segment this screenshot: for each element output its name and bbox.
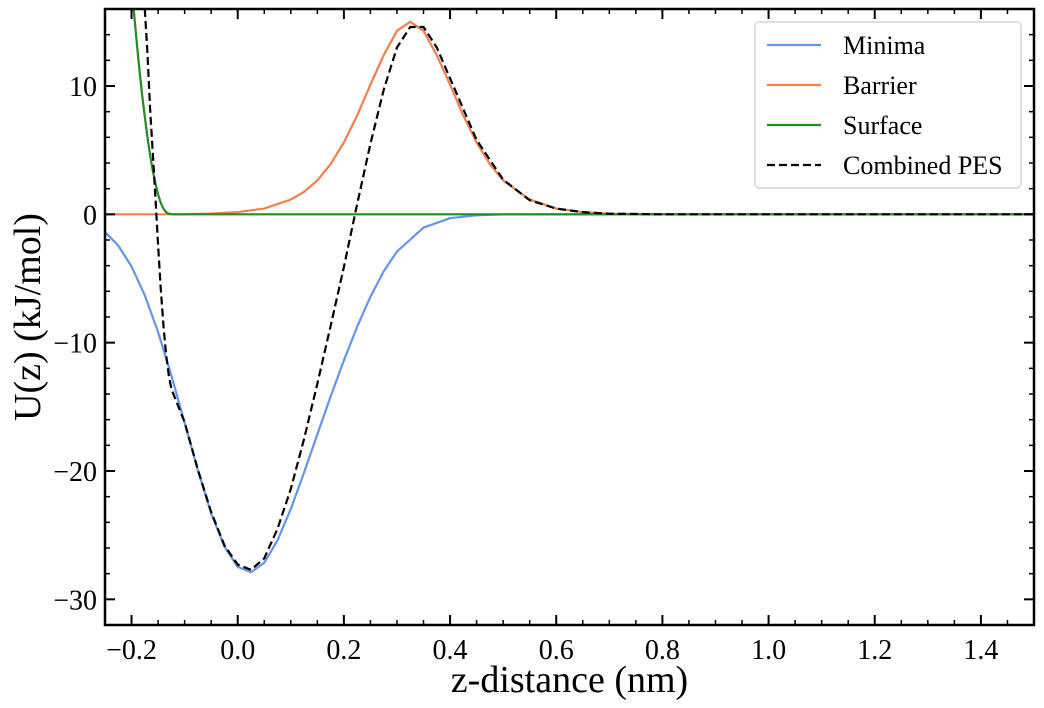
x-tick-label: 0.2	[326, 635, 361, 666]
x-axis-label: z-distance (nm)	[451, 659, 688, 701]
y-tick-label: −10	[53, 329, 97, 360]
series-line-combined-pes	[143, 9, 1034, 571]
y-tick-label: −30	[53, 585, 97, 616]
x-tick-label: 1.0	[751, 635, 786, 666]
legend-label-minima: Minima	[843, 31, 926, 60]
x-tick-label: 0.8	[645, 635, 680, 666]
x-tick-label: 1.4	[963, 635, 998, 666]
legend-box	[754, 21, 1022, 189]
y-tick-label: −20	[53, 457, 97, 488]
y-tick-label: 10	[69, 72, 97, 103]
legend: Minima Barrier Surface Combined PES	[754, 21, 1022, 189]
x-tick-label: 1.2	[857, 635, 892, 666]
legend-label-combined-pes: Combined PES	[843, 151, 1003, 180]
x-tick-label: −0.2	[106, 635, 157, 666]
x-tick-label: 0.0	[220, 635, 255, 666]
x-tick-label: 0.6	[539, 635, 574, 666]
series-line-surface	[132, 9, 1034, 216]
y-axis-label: U(z) (kJ/mol)	[7, 213, 49, 421]
tick-labels: −0.2 0.0 0.2 0.4 0.6 0.8 1.0 1.2 1.4 −30 −20 −10 0 10	[53, 72, 998, 666]
legend-label-barrier: Barrier	[843, 71, 917, 100]
plot-frame	[103, 7, 1036, 627]
series-layer	[105, 9, 1034, 574]
x-tick-label: 0.4	[433, 635, 468, 666]
y-tick-label: 0	[83, 200, 97, 231]
legend-label-surface: Surface	[843, 111, 922, 140]
